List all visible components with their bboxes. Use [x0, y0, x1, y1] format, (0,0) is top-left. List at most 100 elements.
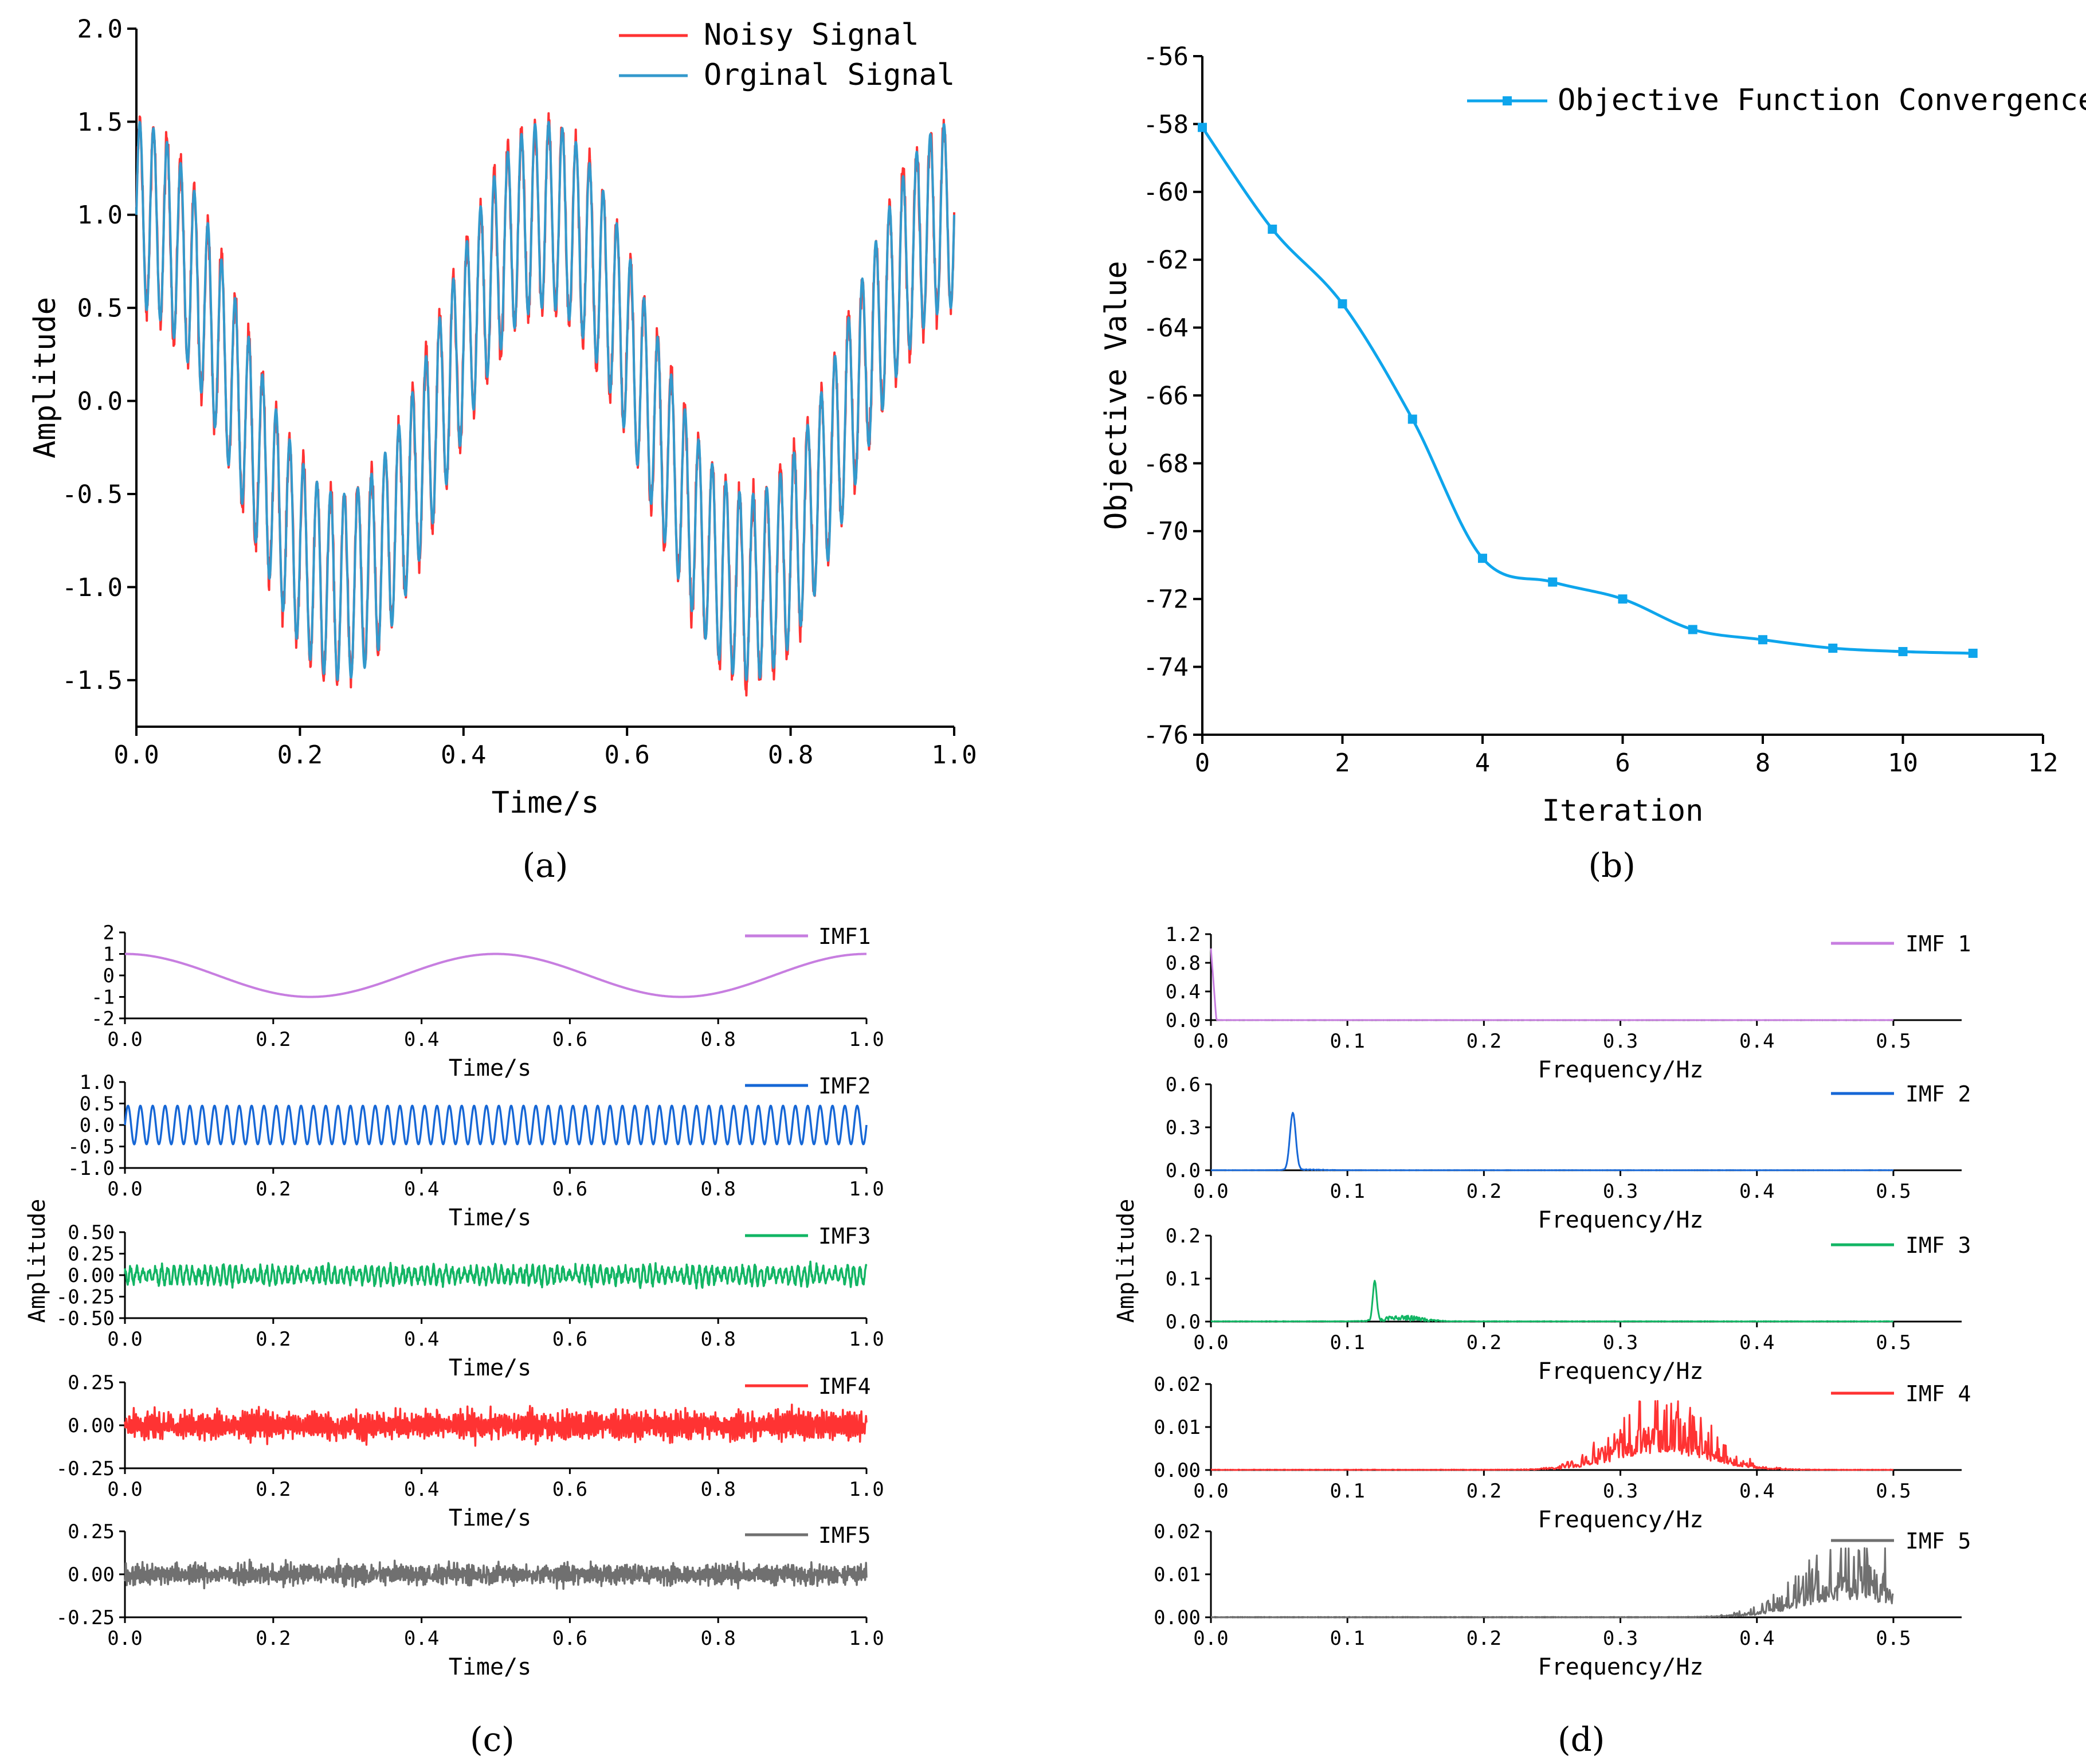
x-tick-label: 0.5: [1876, 1180, 1911, 1203]
y-tick-label: 0.00: [68, 1563, 115, 1586]
y-tick-label: 1.2: [1166, 923, 1201, 946]
x-axis-label: Frequency/Hz: [1538, 1057, 1704, 1083]
y-axis-label: Objective Value: [1099, 261, 1134, 530]
x-tick-label: 0.0: [107, 1627, 142, 1650]
y-axis-label: Amplitude: [28, 297, 62, 458]
series-imf3: [1210, 1280, 1894, 1323]
chart-d: 0.0 0.1 0.2 0.3 0.4 0.5 1.2 0.8 0.4 0.0 Frequency/…: [1113, 923, 1971, 1759]
y-tick-label: -64: [1143, 313, 1189, 343]
panel-label-a: (a): [523, 846, 568, 885]
x-tick-label: 0.8: [700, 1478, 735, 1501]
x-tick-label: 8: [1755, 748, 1771, 778]
x-tick-label: 0.4: [441, 740, 486, 770]
convergence-point: [1338, 299, 1347, 309]
y-tick-label: -62: [1143, 246, 1189, 275]
x-tick-label: 0.8: [768, 740, 813, 770]
x-tick-label: 0.3: [1603, 1480, 1638, 1503]
y-tick-label: -70: [1143, 517, 1189, 546]
legend-label: IMF2: [818, 1073, 871, 1099]
x-tick-label: 6: [1615, 748, 1630, 778]
series-imf3: [124, 1260, 868, 1289]
x-tick-label: 0.4: [404, 1478, 439, 1501]
x-tick-label: 0.3: [1603, 1331, 1638, 1354]
y-tick-label: 0.25: [68, 1371, 115, 1394]
subplot-imf4: 0.0 0.2 0.4 0.6 0.8 1.0 0.25 0.00 -0.25 Time/s IMF…: [56, 1371, 884, 1531]
legend-label: IMF1: [818, 924, 871, 949]
subplot-imf5: 0.0 0.1 0.2 0.3 0.4 0.5 0.02 0.01 0.00 Frequency/…: [1154, 1520, 1971, 1680]
y-tick-label: 1.0: [77, 201, 123, 230]
y-tick-label: 0.3: [1166, 1116, 1201, 1139]
y-tick-label: -0.25: [56, 1285, 115, 1308]
convergence-point: [1268, 224, 1277, 234]
x-tick-label: 0.8: [700, 1178, 735, 1201]
y-tick-label: 0.5: [80, 1092, 115, 1115]
x-tick-label: 0.3: [1603, 1030, 1638, 1053]
y-tick-label: -1: [91, 986, 115, 1009]
y-tick-label: 2.0: [77, 14, 123, 44]
x-tick-label: 0.6: [604, 740, 649, 770]
x-axis-label: Time/s: [449, 1505, 532, 1531]
y-tick-label: -60: [1143, 178, 1189, 207]
legend-label-convergence: Objective Function Convergence: [1558, 83, 2086, 117]
y-tick-label: 0.25: [68, 1520, 115, 1543]
series-imf5: [1210, 1547, 1894, 1618]
legend-label: IMF5: [818, 1523, 871, 1548]
y-tick-label: -0.50: [56, 1307, 115, 1330]
y-axis-label: Amplitude: [24, 1199, 50, 1323]
x-tick-label: 0.5: [1876, 1480, 1911, 1503]
y-tick-label: 1.5: [77, 108, 123, 137]
x-tick-label: 0.5: [1876, 1030, 1911, 1053]
x-tick-label: 0.0: [107, 1028, 142, 1051]
convergence-point: [1898, 646, 1908, 656]
series-imf2: [124, 1104, 868, 1146]
x-tick-label: 0.0: [1193, 1331, 1228, 1354]
y-tick-label: 0.0: [1166, 1311, 1201, 1334]
y-tick-label: -66: [1143, 381, 1189, 410]
y-tick-label: 0.02: [1154, 1520, 1201, 1543]
convergence-point: [1828, 644, 1838, 653]
x-tick-label: 0.4: [1739, 1480, 1774, 1503]
x-tick-label: 1.0: [849, 1328, 884, 1351]
y-tick-label: 0.6: [1166, 1073, 1201, 1096]
legend-label-original: Orginal Signal: [704, 58, 955, 92]
subplot-imf1: 0.0 0.1 0.2 0.3 0.4 0.5 1.2 0.8 0.4 0.0 Frequency/…: [1166, 923, 1971, 1083]
series-imf5: [124, 1558, 868, 1590]
y-tick-label: 0.0: [1166, 1009, 1201, 1032]
x-tick-label: 0.0: [113, 740, 159, 770]
convergence-point: [1478, 554, 1487, 563]
y-tick-label: 1.0: [80, 1071, 115, 1094]
legend-label: IMF 3: [1905, 1233, 1971, 1258]
x-tick-label: 0.2: [1467, 1180, 1501, 1203]
x-tick-label: 12: [2028, 748, 2058, 778]
legend-label: IMF 2: [1905, 1081, 1971, 1107]
x-tick-label: 10: [1888, 748, 1918, 778]
x-tick-label: 0.4: [1739, 1030, 1774, 1053]
subplot-imf2: 0.0 0.1 0.2 0.3 0.4 0.5 0.6 0.3 0.0 Frequency/Hz I…: [1166, 1073, 1971, 1233]
y-tick-label: -0.25: [56, 1457, 115, 1480]
x-tick-label: 0.2: [1467, 1627, 1501, 1650]
x-tick-label: 0.4: [404, 1627, 439, 1650]
series-imf1: [124, 952, 868, 998]
x-tick-label: 0.2: [1467, 1030, 1501, 1053]
x-tick-label: 1.0: [931, 740, 977, 770]
y-tick-label: 0.5: [77, 294, 123, 323]
x-tick-label: 0: [1195, 748, 1210, 778]
x-tick-label: 0.2: [256, 1478, 291, 1501]
y-tick-label: -68: [1143, 449, 1189, 479]
legend-marker-convergence: [1503, 96, 1512, 105]
x-axis-label: Iteration: [1542, 794, 1704, 828]
y-tick-label: 0: [103, 965, 115, 987]
y-tick-label: -2: [91, 1008, 115, 1030]
x-tick-label: 0.1: [1330, 1180, 1364, 1203]
y-tick-label: 0.00: [68, 1264, 115, 1287]
y-tick-label: -1.0: [62, 573, 123, 602]
series-imf2: [1210, 1112, 1894, 1171]
x-tick-label: 0.6: [552, 1028, 587, 1051]
x-tick-label: 0.2: [1467, 1331, 1501, 1354]
convergence-point: [1407, 414, 1417, 424]
y-tick-label: 0.0: [77, 387, 123, 416]
y-tick-label: 0.02: [1154, 1373, 1201, 1396]
subplot-imf4: 0.0 0.1 0.2 0.3 0.4 0.5 0.02 0.01 0.00 Frequency/…: [1154, 1373, 1971, 1533]
panel-label-b: (b): [1589, 846, 1636, 885]
chart-b: 0 2 4 6 8 10 12 -56 -58 -60 -62 -64 -66 -68 -70 -72 -74 -…: [1099, 42, 2086, 885]
